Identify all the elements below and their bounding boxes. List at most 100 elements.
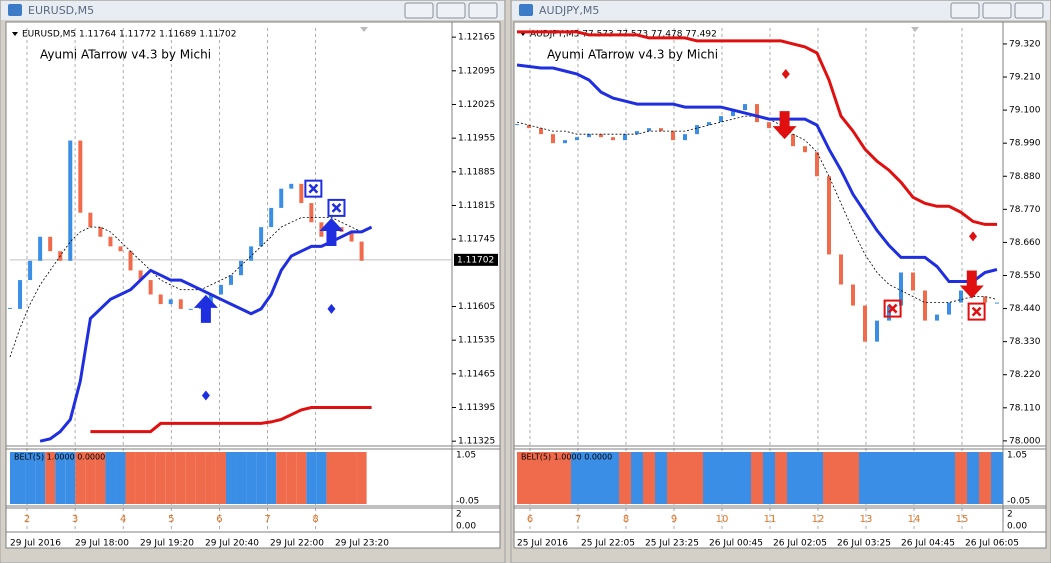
x-tick-label: 26 Jul 06:05 bbox=[965, 539, 1019, 549]
exit-marker bbox=[327, 198, 346, 217]
candle bbox=[289, 183, 294, 189]
candle bbox=[983, 296, 987, 303]
belt-bar bbox=[595, 452, 607, 504]
y-tick-label: 1.11395 bbox=[458, 403, 495, 413]
candle bbox=[188, 308, 193, 310]
minimize-button[interactable] bbox=[950, 2, 980, 19]
belt-bar bbox=[883, 452, 895, 504]
minimize-button[interactable] bbox=[404, 2, 434, 19]
belt-tick-label: -0.05 bbox=[1007, 497, 1030, 507]
x-tick-label: 29 Jul 2016 bbox=[10, 539, 61, 549]
candle bbox=[108, 236, 113, 247]
candle bbox=[863, 305, 867, 342]
y-tick-label: 1.11745 bbox=[458, 235, 495, 245]
y-tick-label: 78.990 bbox=[1009, 139, 1041, 149]
subwindow-number: 3 bbox=[72, 514, 78, 525]
candle bbox=[995, 302, 999, 304]
x-tick-label: 25 Jul 2016 bbox=[517, 539, 568, 549]
candle bbox=[158, 294, 163, 305]
candle bbox=[229, 275, 233, 285]
belt-bar bbox=[95, 452, 106, 504]
subwindow-number: 8 bbox=[623, 514, 629, 525]
subwindow-number: 2 bbox=[24, 514, 30, 525]
close-button[interactable] bbox=[1014, 2, 1044, 19]
candle bbox=[899, 272, 903, 306]
subwindow-number: 5 bbox=[168, 514, 174, 525]
x-tick-label: 25 Jul 23:25 bbox=[645, 539, 699, 549]
y-tick-label: 78.330 bbox=[1009, 337, 1041, 347]
belt-bar bbox=[135, 452, 146, 504]
belt-bar bbox=[256, 452, 267, 504]
dropdown-triangle bbox=[12, 32, 18, 36]
belt-bar bbox=[739, 452, 751, 504]
candle bbox=[8, 307, 12, 309]
subwindow-number: 7 bbox=[264, 514, 270, 525]
x-tick-label: 29 Jul 20:40 bbox=[205, 539, 259, 549]
belt-bar bbox=[919, 452, 931, 504]
belt-bar bbox=[185, 452, 196, 504]
candle bbox=[309, 203, 314, 223]
y-tick-label: 1.11885 bbox=[458, 167, 495, 177]
subwindow-number: 7 bbox=[575, 514, 581, 525]
belt-bar bbox=[775, 452, 787, 504]
candle bbox=[599, 134, 603, 138]
exit-box bbox=[327, 198, 346, 217]
candle bbox=[178, 299, 183, 309]
belt-bar bbox=[979, 452, 991, 504]
belt-bar bbox=[306, 452, 317, 504]
belt-bar bbox=[15, 452, 26, 504]
candle bbox=[349, 231, 354, 242]
belt-bar bbox=[619, 452, 631, 504]
belt-tick-label: 1.05 bbox=[1007, 451, 1027, 461]
belt-label: BELT(5) 1.0000 0.0000 bbox=[14, 453, 105, 462]
exit-box bbox=[967, 302, 986, 321]
maximize-button[interactable] bbox=[436, 2, 466, 19]
diamond-marker bbox=[201, 390, 210, 401]
belt-bar bbox=[326, 452, 337, 504]
x-tick-label: 29 Jul 18:00 bbox=[75, 539, 129, 549]
candle bbox=[98, 227, 103, 237]
belt-bar bbox=[246, 452, 257, 504]
candle bbox=[527, 125, 531, 129]
y-tick-label: 1.11325 bbox=[458, 437, 495, 447]
subwindow-number: 4 bbox=[120, 514, 126, 525]
belt-bar bbox=[45, 452, 56, 504]
belt-bar bbox=[523, 452, 535, 504]
belt-bar bbox=[175, 452, 186, 504]
diamond-marker bbox=[969, 231, 977, 242]
exit-cross bbox=[971, 306, 982, 317]
close-button[interactable] bbox=[468, 2, 498, 19]
candle bbox=[695, 125, 699, 135]
x-tick-label: 26 Jul 02:05 bbox=[773, 539, 827, 549]
number-tick-label: 0.00 bbox=[456, 522, 476, 532]
belt-bar bbox=[225, 452, 237, 504]
average-line bbox=[516, 115, 998, 303]
belt-bar bbox=[631, 452, 643, 504]
current-price-box bbox=[454, 253, 498, 266]
candle bbox=[647, 128, 651, 132]
exit-box bbox=[304, 179, 323, 198]
belt-tick-label: 1.05 bbox=[456, 451, 476, 461]
maximize-button[interactable] bbox=[982, 2, 1012, 19]
y-tick-label: 1.12165 bbox=[458, 33, 495, 43]
y-tick-label: 78.220 bbox=[1009, 370, 1041, 380]
candle bbox=[128, 251, 133, 271]
candle bbox=[755, 104, 759, 123]
belt-bar bbox=[763, 452, 775, 504]
exit-cross bbox=[887, 303, 898, 314]
belt-bar bbox=[943, 452, 955, 504]
belt-bar bbox=[195, 452, 206, 504]
candle bbox=[743, 104, 747, 111]
x-tick-label: 25 Jul 22:05 bbox=[581, 539, 635, 549]
belt-bar bbox=[583, 452, 595, 504]
belt-bar bbox=[703, 452, 715, 504]
belt-bar bbox=[811, 452, 823, 504]
belt-bar bbox=[859, 452, 871, 504]
average-line bbox=[9, 217, 362, 358]
belt-bar bbox=[155, 452, 166, 504]
candle bbox=[259, 227, 264, 247]
x-tick-label: 29 Jul 23:20 bbox=[335, 539, 389, 549]
candle bbox=[208, 294, 213, 305]
y-tick-label: 78.880 bbox=[1009, 172, 1041, 182]
candle bbox=[887, 305, 891, 321]
